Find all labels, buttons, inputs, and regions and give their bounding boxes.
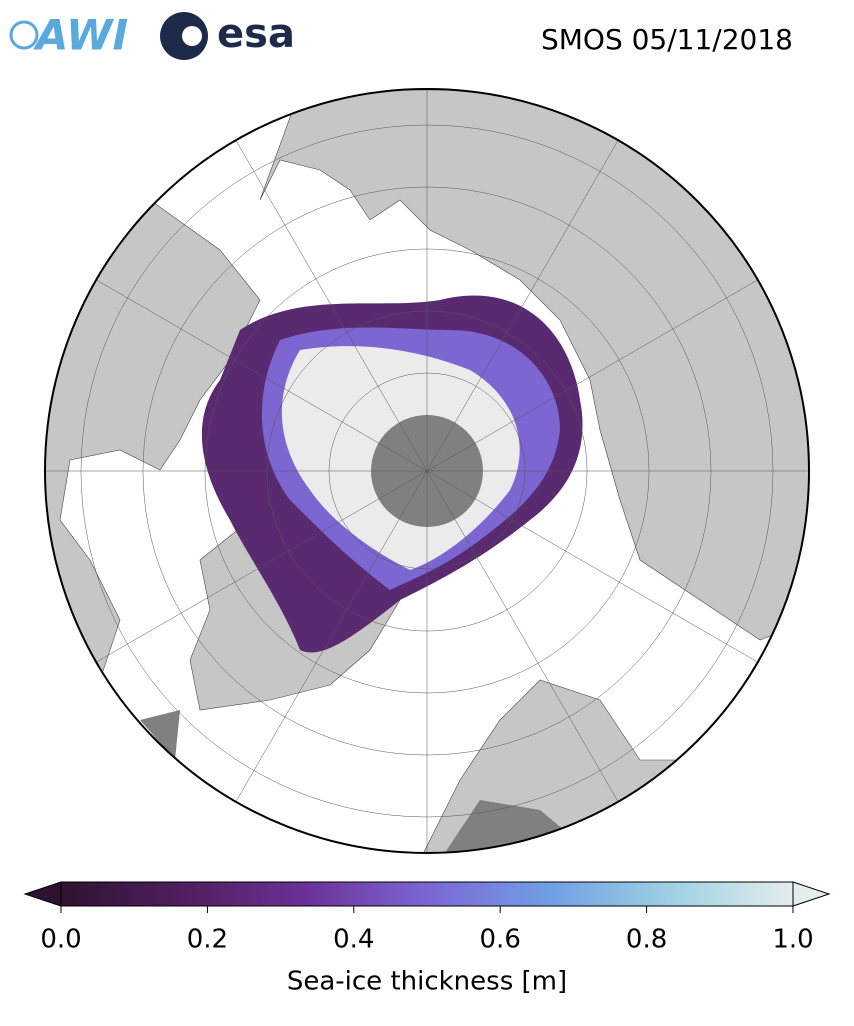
land-shaded: [140, 710, 180, 760]
colorbar-extend-low: [23, 881, 62, 907]
colorbar-tick-label: 0.2: [187, 925, 228, 955]
esa-logo: esa: [217, 11, 295, 57]
map-title: SMOS 05/11/2018: [541, 23, 793, 56]
colorbar-tick-label: 0.8: [626, 925, 667, 955]
colorbar: [23, 881, 831, 913]
map-border: [44, 88, 810, 854]
land-canada: [45, 199, 261, 681]
colorbar-tick-label: 0.6: [480, 925, 521, 955]
colorbar-tick-label: 0.0: [40, 925, 81, 955]
map: [45, 89, 809, 853]
colorbar-body: [60, 881, 794, 907]
logos: AWI esa: [9, 11, 295, 60]
land-russia: [259, 89, 809, 641]
colorbar-tick-label: 0.4: [333, 925, 374, 955]
awi-icon: [9, 20, 39, 50]
graticule: [45, 89, 809, 853]
awi-logo: AWI: [33, 11, 128, 60]
colorbar-tick-label: 1.0: [772, 925, 813, 955]
colorbar-label: Sea-ice thickness [m]: [287, 967, 567, 997]
colorbar-extend-high: [792, 881, 831, 907]
esa-icon-dot: [182, 26, 202, 46]
